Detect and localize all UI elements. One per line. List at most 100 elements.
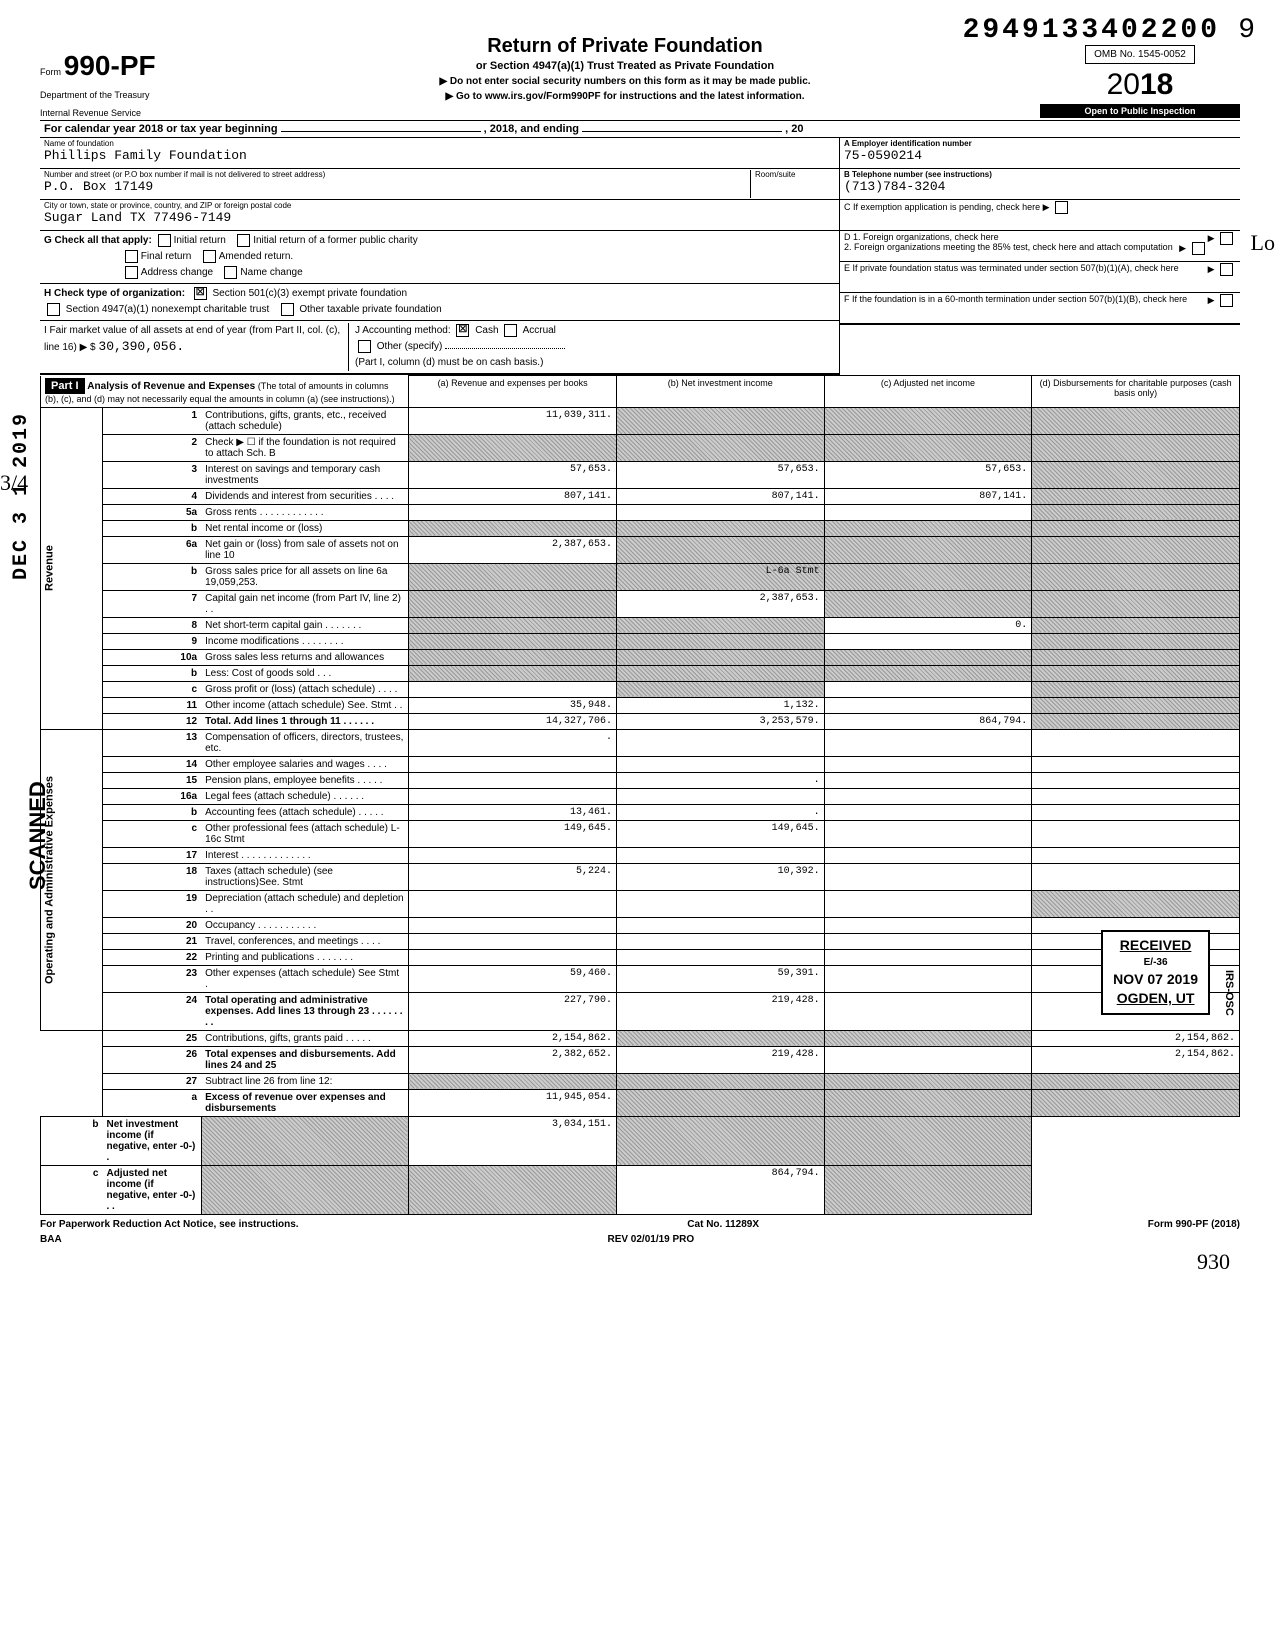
line-number: b	[102, 665, 201, 681]
col-d-header: (d) Disbursements for charitable purpose…	[1032, 376, 1240, 408]
checkbox-cash[interactable]: ☒	[456, 324, 469, 337]
amount-cell	[1032, 713, 1240, 729]
amount-cell	[616, 617, 824, 633]
table-row: 8Net short-term capital gain . . . . . .…	[41, 617, 1240, 633]
form-prefix: Form	[40, 67, 61, 77]
amount-cell	[1032, 820, 1240, 847]
checkbox-other-method[interactable]	[358, 340, 371, 353]
amount-cell	[409, 772, 617, 788]
amount-cell	[1032, 649, 1240, 665]
checkbox-final-return[interactable]	[125, 250, 138, 263]
amount-cell	[824, 772, 1032, 788]
line-description: Accounting fees (attach schedule) . . . …	[201, 804, 409, 820]
amount-cell	[824, 863, 1032, 890]
line-number: 14	[102, 756, 201, 772]
line-description: Occupancy . . . . . . . . . . .	[201, 917, 409, 933]
line-number: 8	[102, 617, 201, 633]
amount-cell: 807,141.	[409, 488, 617, 504]
checkbox-accrual[interactable]	[504, 324, 517, 337]
name-label: Name of foundation	[44, 139, 835, 148]
amount-cell: 219,428.	[616, 1046, 824, 1073]
amount-cell: 5,224.	[409, 863, 617, 890]
line-description: Adjusted net income (if negative, enter …	[102, 1165, 201, 1214]
amount-cell: 0.	[824, 617, 1032, 633]
line-number: 27	[102, 1073, 201, 1089]
amount-cell	[409, 649, 617, 665]
amount-cell: 2,154,862.	[409, 1030, 617, 1046]
section-h: H Check type of organization: ☒ Section …	[40, 284, 839, 321]
checkbox-former-charity[interactable]	[237, 234, 250, 247]
table-row: 3Interest on savings and temporary cash …	[41, 461, 1240, 488]
amount-cell	[824, 788, 1032, 804]
line-number: 23	[102, 965, 201, 992]
amount-cell	[824, 590, 1032, 617]
checkbox-d2[interactable]	[1192, 242, 1205, 255]
line-number: c	[102, 681, 201, 697]
section-ij: I Fair market value of all assets at end…	[40, 321, 839, 375]
irs-osc-stamp: IRS-OSC	[1223, 970, 1235, 1016]
amount-cell	[409, 890, 617, 917]
checkbox-initial-return[interactable]	[158, 234, 171, 247]
table-row: 6aNet gain or (loss) from sale of assets…	[41, 536, 1240, 563]
line-description: Other employee salaries and wages . . . …	[201, 756, 409, 772]
checkbox-c[interactable]	[1055, 201, 1068, 214]
table-row: 9Income modifications . . . . . . . .	[41, 633, 1240, 649]
checkbox-amended[interactable]	[203, 250, 216, 263]
form-ref: Form 990-PF (2018)	[1148, 1219, 1240, 1230]
checkbox-4947a1[interactable]	[47, 303, 60, 316]
col-a-header: (a) Revenue and expenses per books	[409, 376, 617, 408]
amount-cell	[1032, 617, 1240, 633]
amount-cell	[824, 697, 1032, 713]
amount-cell	[824, 992, 1032, 1030]
amount-cell	[1032, 890, 1240, 917]
amount-cell	[616, 949, 824, 965]
line-number: 10a	[102, 649, 201, 665]
line-description: Other professional fees (attach schedule…	[201, 820, 409, 847]
amount-cell	[616, 917, 824, 933]
line-number: b	[41, 1116, 103, 1165]
amount-cell: 227,790.	[409, 992, 617, 1030]
line-number: 21	[102, 933, 201, 949]
amount-cell: .	[409, 729, 617, 756]
d2-label: 2. Foreign organizations meeting the 85%…	[844, 242, 1173, 252]
city-value: Sugar Land TX 77496-7149	[44, 210, 835, 225]
checkbox-other-taxable[interactable]	[281, 303, 294, 316]
amount-cell	[616, 1089, 824, 1116]
amount-cell	[409, 756, 617, 772]
amount-cell	[616, 933, 824, 949]
amount-cell: 864,794.	[616, 1165, 824, 1214]
amount-cell	[824, 520, 1032, 536]
amount-cell	[409, 917, 617, 933]
amount-cell: 807,141.	[616, 488, 824, 504]
line-number: 17	[102, 847, 201, 863]
website-instruction: ▶ Go to www.irs.gov/Form990PF for instru…	[210, 91, 1040, 102]
line-number: 16a	[102, 788, 201, 804]
f-label: F If the foundation is in a 60-month ter…	[844, 294, 1187, 304]
amount-cell	[824, 434, 1032, 461]
amount-cell: 11,039,311.	[409, 407, 617, 434]
table-row: 12Total. Add lines 1 through 11 . . . . …	[41, 713, 1240, 729]
amount-cell	[1032, 756, 1240, 772]
amount-cell: 2,154,862.	[1032, 1030, 1240, 1046]
checkbox-d1[interactable]	[1220, 232, 1233, 245]
amount-cell	[824, 1089, 1032, 1116]
amount-cell	[1032, 681, 1240, 697]
checkbox-501c3[interactable]: ☒	[194, 287, 207, 300]
line-description: Subtract line 26 from line 12:	[201, 1073, 409, 1089]
amount-cell: 59,460.	[409, 965, 617, 992]
form-title: Return of Private Foundation	[210, 35, 1040, 58]
dept-treasury: Department of the Treasury	[40, 90, 210, 100]
checkbox-name-change[interactable]	[224, 266, 237, 279]
amount-cell	[616, 729, 824, 756]
amount-cell	[1032, 504, 1240, 520]
checkbox-addr-change[interactable]	[125, 266, 138, 279]
line-number: 20	[102, 917, 201, 933]
table-row: 25Contributions, gifts, grants paid . . …	[41, 1030, 1240, 1046]
checkbox-f[interactable]	[1220, 294, 1233, 307]
cat-number: Cat No. 11289X	[687, 1219, 759, 1230]
table-row: cAdjusted net income (if negative, enter…	[41, 1165, 1240, 1214]
line-number: 24	[102, 992, 201, 1030]
table-row: 27Subtract line 26 from line 12:	[41, 1073, 1240, 1089]
checkbox-e[interactable]	[1220, 263, 1233, 276]
line-description: Other expenses (attach schedule) See Stm…	[201, 965, 409, 992]
